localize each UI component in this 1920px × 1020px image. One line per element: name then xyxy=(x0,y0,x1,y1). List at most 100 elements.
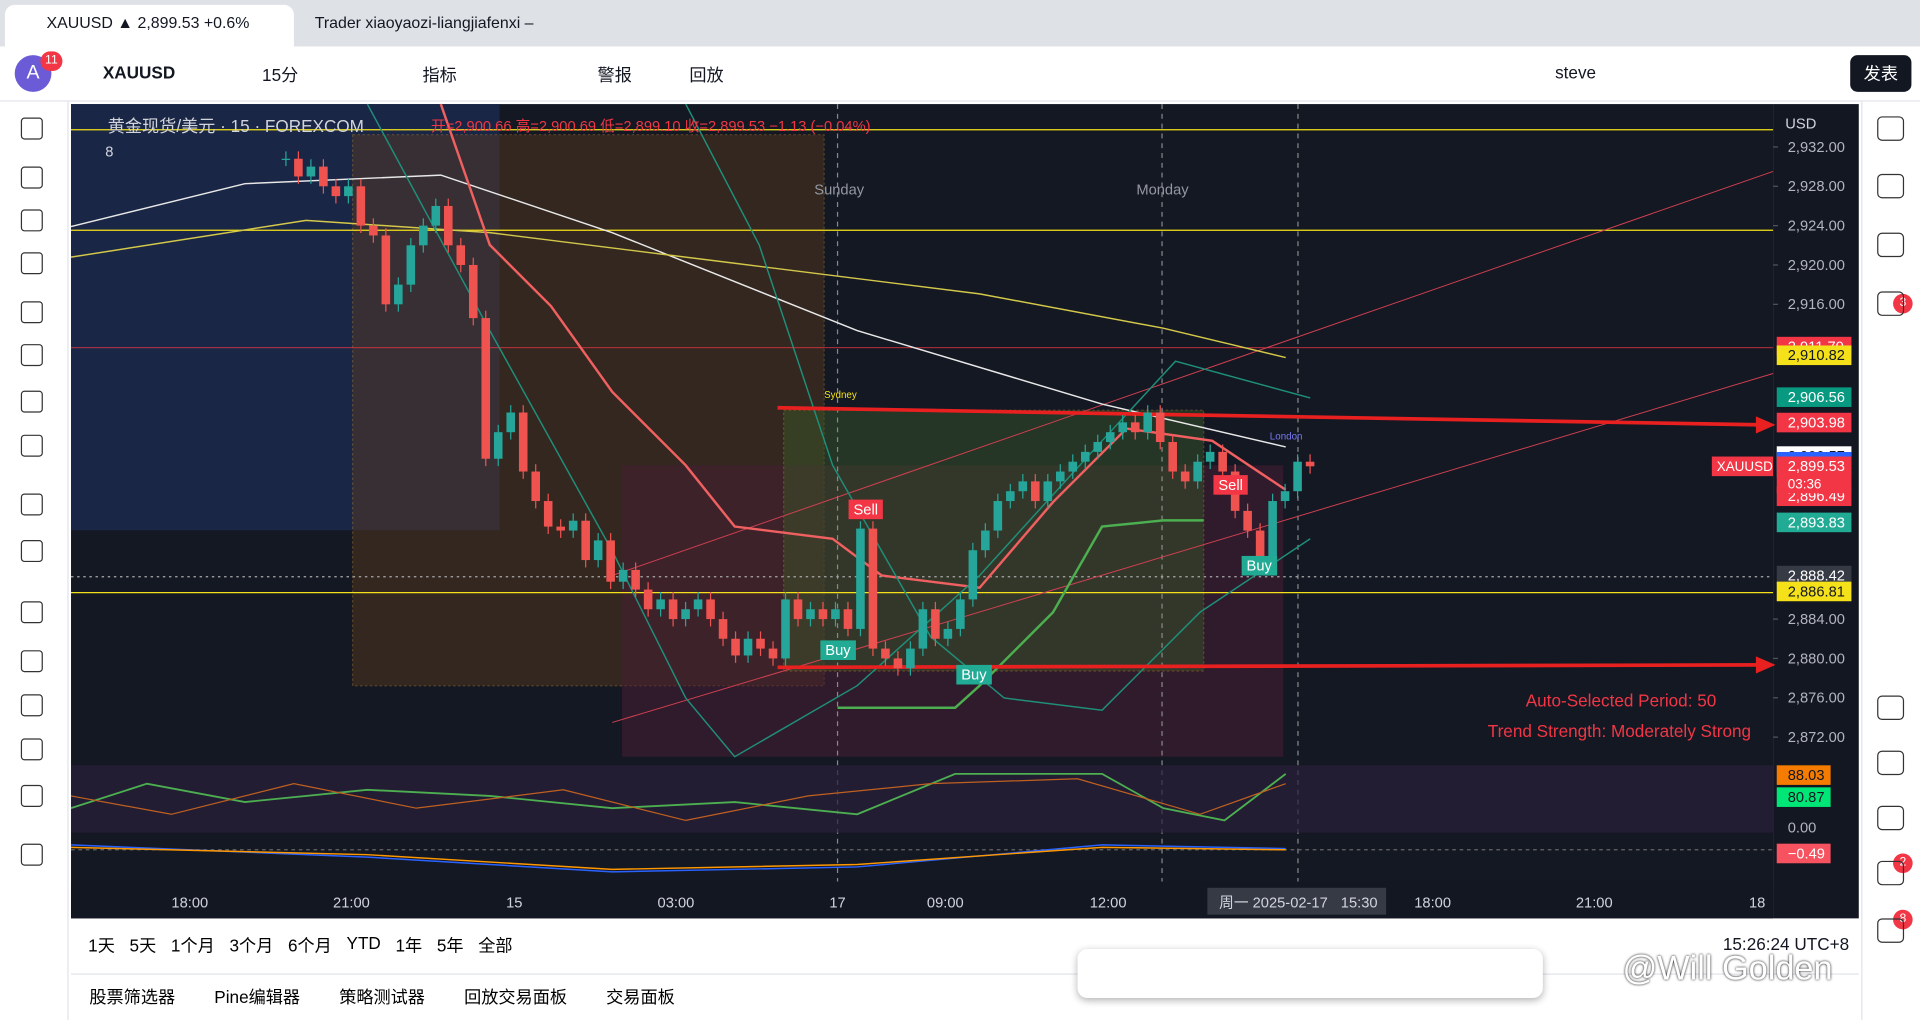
tool-icon[interactable] xyxy=(20,601,43,624)
user[interactable]: steve xyxy=(1555,62,1597,83)
tab-title[interactable]: Trader xiaoyaozi-liangjiafenxi – xyxy=(314,13,534,32)
tool-icon[interactable] xyxy=(20,252,43,275)
candle xyxy=(1093,442,1103,452)
range-button[interactable]: 5天 xyxy=(129,935,157,956)
candle xyxy=(1180,471,1190,482)
last-price-tag xyxy=(1776,456,1852,494)
candle xyxy=(431,205,441,226)
tab-title[interactable]: XAUUSD ▲ 2,899.53 +0.6% xyxy=(46,13,250,32)
price-tag-label: 2,906.56 xyxy=(1788,390,1845,406)
panel-icon[interactable] xyxy=(1877,173,1905,199)
range-button[interactable]: 全部 xyxy=(478,935,513,956)
replay[interactable]: 回放 xyxy=(689,64,724,85)
price-tag xyxy=(1776,387,1852,407)
candle xyxy=(568,520,578,531)
bottom-tab[interactable]: 股票筛选器 xyxy=(89,986,176,1007)
symbol[interactable]: XAUUSD xyxy=(102,62,176,83)
range-button[interactable]: 6个月 xyxy=(287,935,332,956)
tool-icon[interactable] xyxy=(20,843,43,866)
candle xyxy=(1168,442,1177,472)
bottom-tab[interactable]: 策略测试器 xyxy=(339,986,425,1007)
price-tag xyxy=(1776,512,1852,533)
tab-bar xyxy=(0,0,1920,47)
candle xyxy=(1031,481,1040,502)
sub-label: 88.03 xyxy=(1788,768,1825,784)
candle xyxy=(369,225,378,236)
active-tab[interactable] xyxy=(4,4,294,47)
candle xyxy=(756,638,765,649)
oscillator xyxy=(70,778,1286,822)
tool-icon[interactable] xyxy=(20,434,43,457)
candle xyxy=(731,638,740,656)
price-tag-label: 2,903.98 xyxy=(1788,415,1845,431)
tool-icon[interactable] xyxy=(20,209,43,232)
range-button[interactable]: YTD xyxy=(346,933,381,953)
candle xyxy=(593,540,603,561)
divider xyxy=(71,973,1859,975)
price-label: 2,916.00 xyxy=(1788,297,1845,313)
candle xyxy=(1080,451,1090,462)
indicators[interactable]: 指标 xyxy=(422,64,457,85)
bottom-tab[interactable]: 交易面板 xyxy=(606,986,675,1007)
price-tag-label: 2,910.82 xyxy=(1788,348,1845,364)
tool-icon[interactable] xyxy=(20,493,43,516)
time-label: 17 xyxy=(829,895,845,911)
tool-icon[interactable] xyxy=(20,166,43,189)
panel-icon[interactable] xyxy=(1877,232,1905,258)
tool-icon[interactable] xyxy=(20,117,43,140)
currency[interactable]: USD xyxy=(1785,115,1817,133)
interval[interactable]: 15分 xyxy=(262,64,299,85)
range-bar: 1天 5天 1个月 3个月 6个月 YTD 1年 5年 全部 xyxy=(88,933,512,957)
countdown: 03:36 xyxy=(1788,476,1822,491)
candle xyxy=(281,158,291,160)
time-label: 18 xyxy=(1749,895,1765,911)
panel-icon[interactable] xyxy=(1877,291,1905,316)
panel-icon[interactable] xyxy=(1877,116,1905,141)
publish-button[interactable]: 发表 xyxy=(1850,55,1912,92)
range-button[interactable]: 3个月 xyxy=(229,935,274,956)
candle xyxy=(444,205,453,246)
candle xyxy=(931,609,940,639)
panel-icon[interactable] xyxy=(1877,695,1905,721)
range-button[interactable]: 1天 xyxy=(88,935,115,956)
badge: 11 xyxy=(40,51,63,72)
tool-icon[interactable] xyxy=(20,540,43,563)
range-button[interactable]: 1个月 xyxy=(170,935,215,956)
bottom-tab[interactable]: Pine编辑器 xyxy=(214,986,301,1007)
panel-icon[interactable] xyxy=(1877,918,1905,943)
tool-icon[interactable] xyxy=(20,301,43,324)
zone xyxy=(783,409,1205,672)
oscillator-pane xyxy=(71,765,1774,833)
tool-icon[interactable] xyxy=(20,784,43,807)
tool-icon[interactable] xyxy=(20,650,43,673)
candle xyxy=(868,528,878,649)
candle xyxy=(1193,461,1202,482)
candle xyxy=(581,520,590,561)
candle xyxy=(618,569,628,582)
arrow xyxy=(777,405,1764,427)
legend-count[interactable]: 8 xyxy=(105,143,114,161)
session-label: Sydney xyxy=(824,389,857,401)
panel-icon[interactable] xyxy=(1877,860,1905,886)
candle xyxy=(531,471,541,502)
candle xyxy=(456,245,466,265)
tool-icon[interactable] xyxy=(20,344,43,367)
price-label: 2,932.00 xyxy=(1788,140,1845,156)
candle xyxy=(1205,451,1215,462)
symbol-tag-label: XAUUSD xyxy=(1717,459,1773,474)
panel-icon[interactable] xyxy=(1877,750,1905,776)
candle xyxy=(1280,491,1290,502)
tool-icon[interactable] xyxy=(20,738,43,761)
tool-icon[interactable] xyxy=(20,694,43,717)
range-button[interactable]: 5年 xyxy=(436,935,464,956)
price-label: 2,880.00 xyxy=(1788,651,1845,667)
candle xyxy=(306,166,316,177)
alerts[interactable]: 警报 xyxy=(597,64,632,85)
range-button[interactable]: 1年 xyxy=(395,935,423,956)
panel-icon[interactable] xyxy=(1877,805,1905,831)
tool-icon[interactable] xyxy=(20,390,43,413)
candle xyxy=(681,609,690,620)
time-label: 21:00 xyxy=(1576,895,1613,911)
ma-line xyxy=(70,174,1286,448)
bottom-tab[interactable]: 回放交易面板 xyxy=(464,986,567,1007)
